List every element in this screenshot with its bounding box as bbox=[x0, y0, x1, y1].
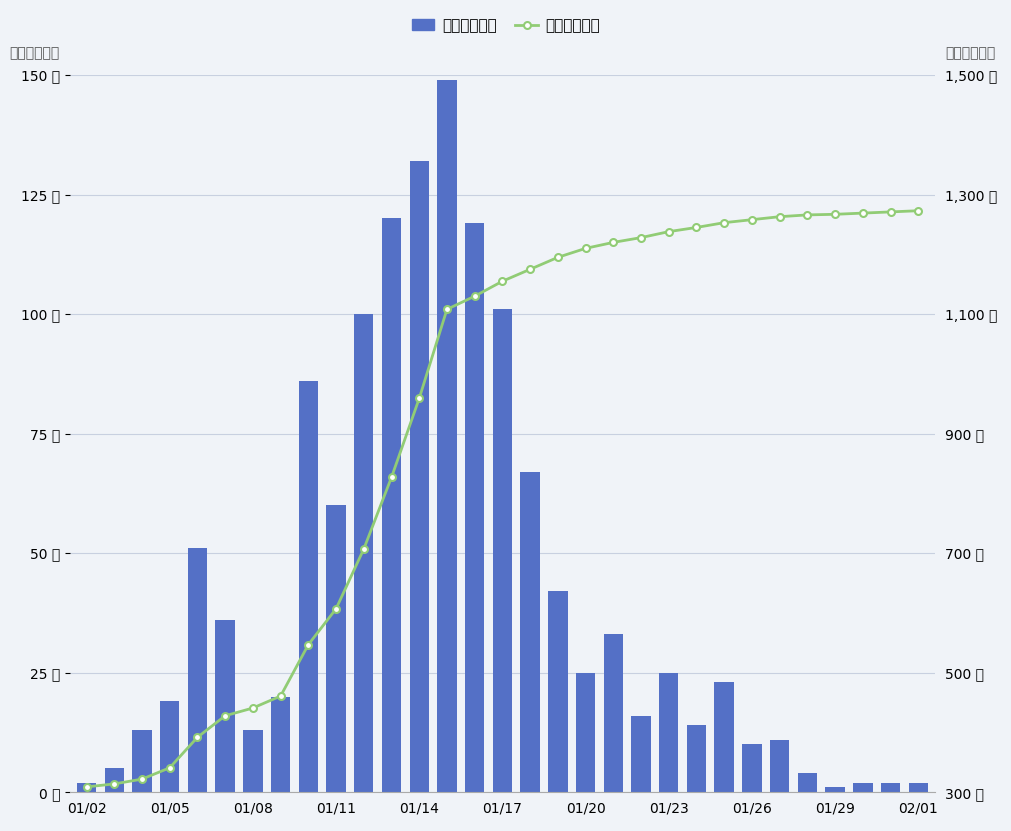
Bar bbox=[271, 696, 290, 792]
Bar bbox=[741, 745, 761, 792]
Text: 毎日新増人数: 毎日新増人数 bbox=[9, 47, 60, 61]
Bar bbox=[464, 224, 484, 792]
Bar bbox=[243, 730, 262, 792]
Bar bbox=[714, 682, 733, 792]
Bar bbox=[132, 730, 152, 792]
Bar bbox=[769, 740, 789, 792]
Bar bbox=[354, 314, 373, 792]
Bar bbox=[520, 472, 539, 792]
Bar bbox=[603, 635, 623, 792]
Bar bbox=[492, 309, 512, 792]
Bar bbox=[908, 783, 927, 792]
Bar bbox=[575, 673, 594, 792]
Bar bbox=[631, 715, 650, 792]
Bar bbox=[298, 381, 317, 792]
Bar bbox=[658, 673, 677, 792]
Bar bbox=[880, 783, 900, 792]
Bar bbox=[437, 80, 456, 792]
Bar bbox=[825, 788, 844, 792]
Bar bbox=[77, 783, 96, 792]
Bar bbox=[160, 701, 179, 792]
Legend: 毎日新増人数, 累計確诊人数: 毎日新増人数, 累計確诊人数 bbox=[405, 12, 606, 39]
Bar bbox=[381, 219, 400, 792]
Text: 累計確诊人数: 累計確诊人数 bbox=[944, 47, 995, 61]
Bar bbox=[104, 769, 123, 792]
Bar bbox=[215, 620, 235, 792]
Bar bbox=[797, 773, 816, 792]
Bar bbox=[852, 783, 871, 792]
Bar bbox=[686, 725, 706, 792]
Bar bbox=[409, 161, 429, 792]
Bar bbox=[548, 592, 567, 792]
Bar bbox=[326, 505, 346, 792]
Bar bbox=[188, 548, 207, 792]
